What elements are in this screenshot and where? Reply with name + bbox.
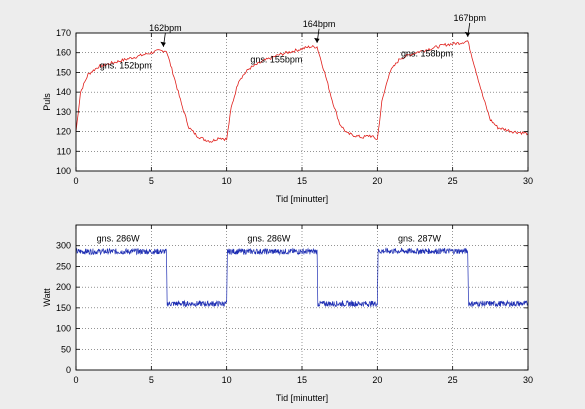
average-annotation: gns. 286W [97,234,141,244]
x-tick-label: 25 [448,375,458,385]
average-annotation: gns. 155bpm [250,55,302,65]
peak-annotation: 164bpm [303,19,336,29]
x-tick-label: 15 [297,375,307,385]
y-tick-label: 140 [56,87,71,97]
x-tick-label: 15 [297,176,307,186]
y-tick-label: 300 [56,241,71,251]
y-tick-label: 50 [61,344,71,354]
peak-annotation: 162bpm [149,23,182,33]
average-annotation: gns. 158bpm [401,49,453,59]
x-tick-label: 25 [448,176,458,186]
x-tick-label: 5 [149,375,154,385]
x-tick-label: 30 [523,176,533,186]
y-tick-label: 160 [56,48,71,58]
y-tick-label: 250 [56,261,71,271]
annotation-arrowhead [464,31,471,37]
y-tick-label: 150 [56,67,71,77]
annotation-arrowhead [160,41,166,47]
x-tick-label: 5 [149,176,154,186]
x-tick-label: 0 [73,375,78,385]
pulse-chart: 0 5 10 15 20 25 30 100 110 120 130 140 150 160 170 Tid … [42,13,533,204]
y-tick-label: 100 [56,166,71,176]
x-tick-label: 10 [222,176,232,186]
series-line [75,247,529,308]
y-tick-label: 100 [56,324,71,334]
y-tick-label: 120 [56,127,71,137]
y-tick-label: 130 [56,107,71,117]
average-annotation: gns. 152bpm [100,60,152,70]
x-axis-label: Tid [minutter] [276,393,328,403]
peak-annotation: 167bpm [453,13,486,23]
y-tick-label: 170 [56,28,71,38]
y-axis-label: Puls [42,93,52,111]
x-tick-label: 30 [523,375,533,385]
x-axis-label: Tid [minutter] [276,194,328,204]
series-line [75,40,529,143]
y-axis-label: Watt [42,288,52,307]
y-tick-label: 0 [66,365,71,375]
x-tick-label: 0 [73,176,78,186]
y-tick-label: 150 [56,303,71,313]
y-tick-label: 110 [57,146,71,156]
y-tick-label: 200 [56,282,71,292]
average-annotation: gns. 286W [247,234,291,244]
x-tick-label: 20 [372,375,382,385]
average-annotation: gns. 287W [398,234,442,244]
x-tick-label: 10 [222,375,232,385]
annotation-arrowhead [314,37,320,43]
x-tick-label: 20 [372,176,382,186]
